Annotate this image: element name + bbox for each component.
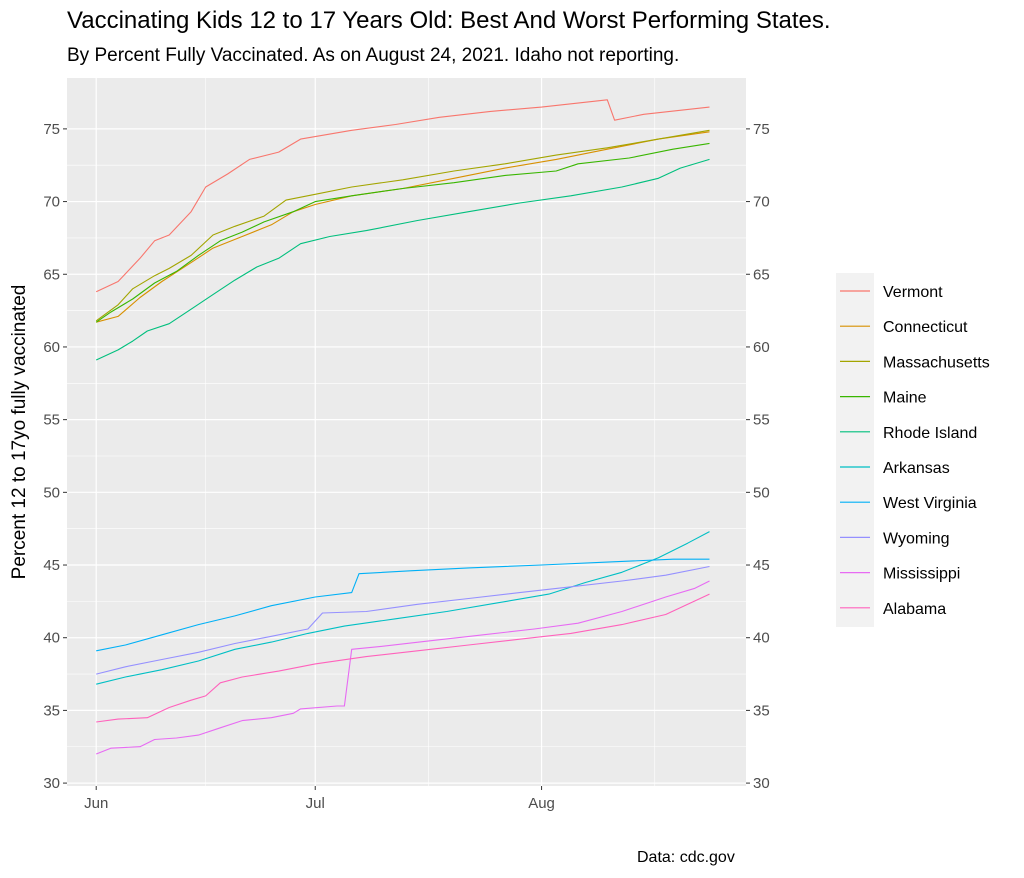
y-tick-label-left: 30 (43, 775, 60, 792)
y-tick-label-left: 40 (43, 630, 60, 647)
x-tick-label: Jul (306, 795, 325, 812)
series-line-wyoming (96, 565, 710, 675)
data-source-caption: Data: cdc.gov (637, 849, 735, 866)
series-line-alabama (96, 593, 710, 723)
y-axis-title: Percent 12 to 17yo fully vaccinated (9, 285, 30, 580)
plot-panel (67, 78, 746, 786)
y-tick-label-left: 70 (43, 194, 60, 211)
legend-label-connecticut: Connecticut (883, 319, 968, 336)
legend-label-wyoming: Wyoming (883, 530, 950, 547)
x-tick-label: Jun (84, 795, 108, 812)
x-tick-label: Aug (528, 795, 555, 812)
series-line-mississippi (95, 580, 710, 755)
y-tick-label-left: 45 (43, 557, 60, 574)
y-tick-label-right: 55 (753, 412, 770, 429)
y-tick-label-right: 50 (753, 484, 770, 501)
y-tick-label-left: 60 (43, 339, 60, 356)
y-tick-label-right: 35 (753, 702, 770, 719)
y-tick-label-right: 45 (753, 557, 770, 574)
series-line-west-virginia (96, 558, 710, 652)
series-line-vermont (95, 99, 710, 293)
y-tick-label-right: 70 (753, 194, 770, 211)
legend-label-mississippi: Mississippi (883, 566, 960, 583)
y-tick-label-left: 50 (43, 484, 60, 501)
legend: Vermont Connecticut Massachusetts Maine Rhod… (836, 273, 990, 627)
y-tick-label-left: 35 (43, 702, 60, 719)
chart-subtitle: By Percent Fully Vaccinated. As on Augus… (67, 45, 680, 66)
y-tick-label-right: 65 (753, 266, 770, 283)
y-tick-label-right: 30 (753, 775, 770, 792)
series-line-maine (95, 142, 710, 323)
y-tick-label-right: 60 (753, 339, 770, 356)
major-gridlines (67, 78, 746, 786)
series-line-massachusetts (95, 129, 710, 322)
series-lines (95, 99, 710, 755)
y-tick-label-left: 75 (43, 121, 60, 138)
legend-label-alabama: Alabama (883, 601, 946, 618)
legend-label-rhode-island: Rhode Island (883, 425, 977, 442)
legend-label-west-virginia: West Virginia (883, 495, 977, 512)
chart-title: Vaccinating Kids 12 to 17 Years Old: Bes… (67, 7, 831, 34)
legend-label-massachusetts: Massachusetts (883, 354, 990, 371)
y-tick-label-left: 55 (43, 412, 60, 429)
legend-background (836, 273, 874, 627)
axes: 30 30 35 35 40 40 45 45 50 50 55 55 60 60 65 65 70 70 75 75… (43, 121, 769, 812)
legend-label-maine: Maine (883, 390, 927, 407)
minor-gridlines (67, 78, 746, 786)
y-tick-label-right: 40 (753, 630, 770, 647)
series-line-rhode-island (95, 158, 710, 361)
series-line-connecticut (96, 131, 710, 323)
series-line-arkansas (96, 531, 710, 685)
legend-label-vermont: Vermont (883, 284, 943, 301)
y-tick-label-right: 75 (753, 121, 770, 138)
legend-label-arkansas: Arkansas (883, 460, 950, 477)
y-tick-label-left: 65 (43, 266, 60, 283)
